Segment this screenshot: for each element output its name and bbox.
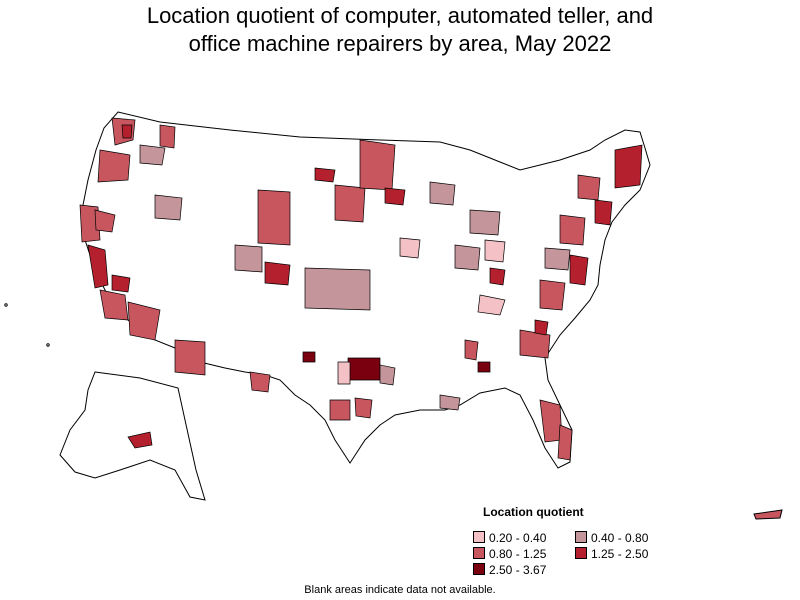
legend-title: Location quotient <box>483 505 584 519</box>
map-title: Location quotient of computer, automated… <box>146 3 654 56</box>
legend-item-4: 2.50 - 3.67 <box>473 563 546 577</box>
legend-swatch <box>473 531 485 543</box>
legend-label: 0.40 - 0.80 <box>591 531 649 545</box>
shaded-areas <box>79 117 643 461</box>
legend-swatch <box>575 531 587 543</box>
puerto-rico-outline <box>753 509 783 520</box>
legend-item-0: 0.20 - 0.40 <box>473 531 546 545</box>
legend-label: 0.20 - 0.40 <box>489 531 547 545</box>
footnote: Blank areas indicate data not available. <box>304 584 496 596</box>
legend-label: 1.25 - 2.50 <box>591 547 649 561</box>
legend-label: 0.80 - 1.25 <box>489 547 547 561</box>
legend-item-1: 0.40 - 0.80 <box>575 531 648 545</box>
legend-swatch <box>473 547 485 559</box>
legend-item-2: 0.80 - 1.25 <box>473 547 546 561</box>
legend-swatch <box>575 547 587 559</box>
legend-label: 2.50 - 3.67 <box>489 563 547 577</box>
legend-swatch <box>473 563 485 575</box>
hawaii-islands <box>4 303 50 347</box>
legend-item-3: 1.25 - 2.50 <box>575 547 648 561</box>
